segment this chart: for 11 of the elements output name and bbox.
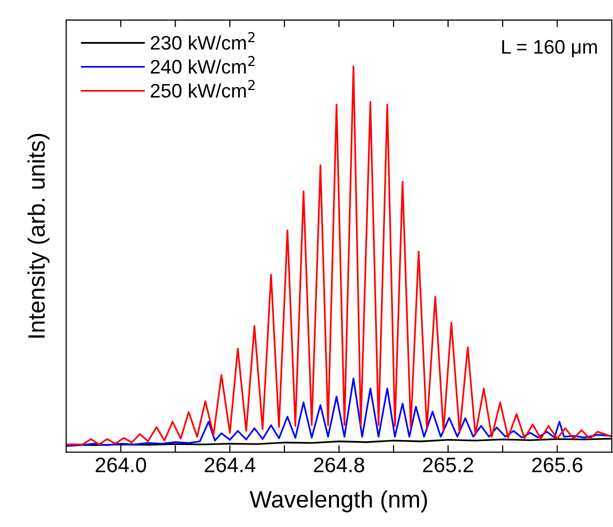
x-tick-label: 264.0 (96, 458, 146, 472)
text: L = 160 μm (502, 40, 597, 58)
x-tick-label: 265.6 (532, 458, 582, 472)
x-tick-label: 264.4 (204, 458, 256, 472)
y-axis-title: Intensity (arb. units) (28, 134, 50, 338)
x-tick-label: 264.8 (314, 458, 364, 472)
legend-label: 240 kW/cm$^{2}$ (150, 56, 255, 74)
legend-label: 250 kW/cm$^{2}$ (150, 80, 255, 98)
x-axis-title: Wavelength (nm) (250, 490, 427, 512)
x-tick-label: 265.2 (423, 458, 474, 472)
legend-label: 230 kW/cm$^{2}$ (150, 32, 255, 50)
